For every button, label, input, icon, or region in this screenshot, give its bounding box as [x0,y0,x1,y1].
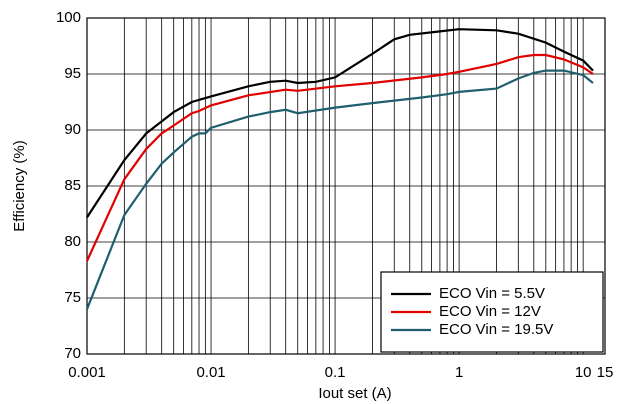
y-axis-label: Efficiency (%) [11,140,28,231]
x-tick-label: 0.01 [196,364,225,381]
x-tick-label: 0.001 [68,364,106,381]
y-tick-label: 80 [64,233,81,250]
y-tick-label: 70 [64,345,81,362]
y-tick-label: 85 [64,177,81,194]
series-line [85,69,594,310]
series-line [85,53,594,262]
legend-label: ECO Vin = 19.5V [439,321,553,338]
y-tick-label: 90 [64,121,81,138]
y-tick-label: 75 [64,289,81,306]
x-tick-label: 0.1 [325,364,346,381]
y-tick-label: 95 [64,65,81,82]
series-line [86,28,594,219]
legend-label: ECO Vin = 5.5V [439,285,545,302]
y-tick-label: 100 [56,9,81,26]
legend-label: ECO Vin = 12V [439,303,541,320]
x-tick-label: 10 [575,364,592,381]
x-axis-label: Iout set (A) [318,385,391,402]
x-tick-label: 15 [597,364,614,381]
x-tick-label: 1 [455,364,463,381]
